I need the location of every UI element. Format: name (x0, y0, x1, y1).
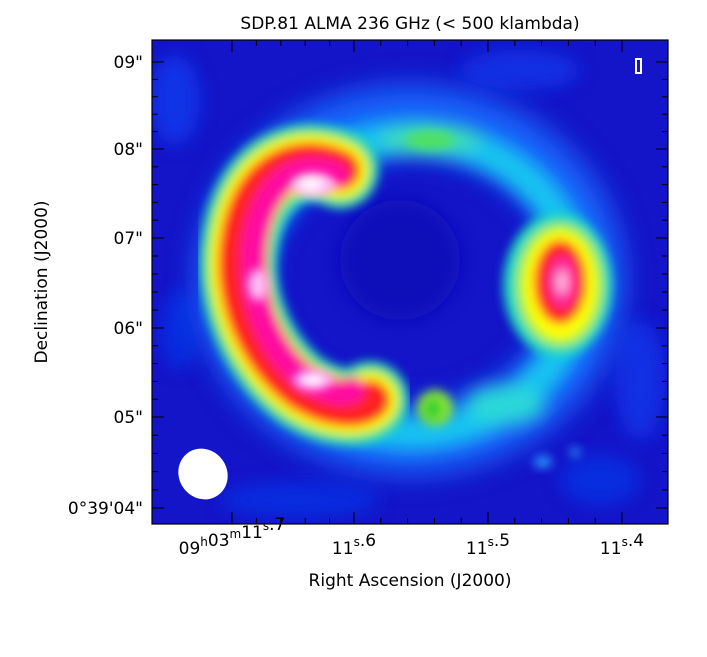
right-blob (503, 213, 613, 357)
ra-tick-label: 09h03m11s.7 (179, 515, 286, 559)
small-spots (534, 447, 580, 468)
dec-tick-label: 06" (114, 319, 143, 339)
left-arc-peaks (248, 173, 335, 390)
ra-tick-label: 11s.6 (332, 531, 376, 559)
chart-title: SDP.81 ALMA 236 GHz (< 500 klambda) (240, 14, 579, 34)
ra-tick-label: 11s.4 (600, 531, 644, 559)
image-plot (152, 40, 668, 524)
ring-green (406, 131, 454, 426)
ra-axis-ticks: 09h03m11s.7 11s.6 11s.5 11s.4 (179, 40, 644, 559)
dec-tick-label: 09" (114, 53, 143, 73)
y-axis-label: Declination (J2000) (32, 200, 52, 363)
x-axis-label: Right Ascension (J2000) (309, 571, 512, 591)
ra-tick-label: 11s.5 (466, 531, 510, 559)
scale-bar-marker (635, 58, 642, 74)
dec-tick-label: 08" (114, 140, 143, 160)
dec-axis-ticks: 0°39'04" 05" 06" 07" 08" 09" (68, 53, 668, 519)
dec-tick-label: 05" (114, 408, 143, 428)
dec-tick-label: 07" (114, 229, 143, 249)
plot-frame (151, 39, 669, 525)
dec-tick-label: 0°39'04" (68, 499, 143, 519)
background-noise (152, 50, 665, 518)
beam-ellipse (178, 448, 228, 500)
